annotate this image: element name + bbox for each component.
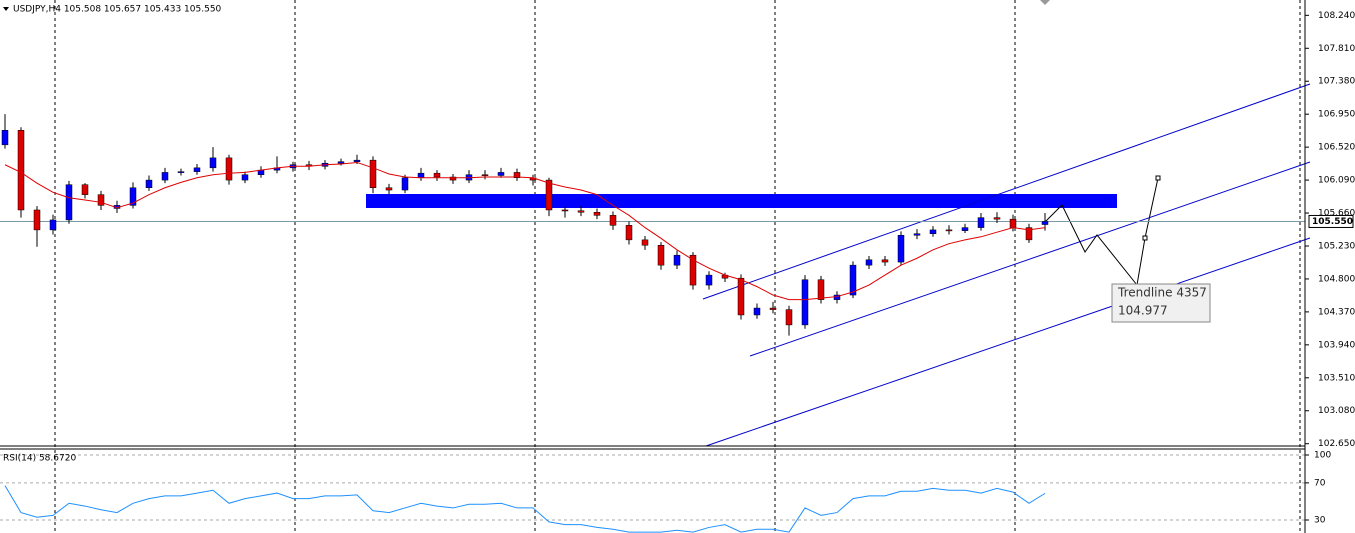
candle-body xyxy=(945,229,953,232)
channel-lower[interactable] xyxy=(705,237,1311,447)
y-tick-label: 102.650 xyxy=(1318,439,1355,449)
candle-body xyxy=(369,159,377,188)
candle-body xyxy=(33,209,41,231)
candle-body xyxy=(385,187,393,191)
candle-body xyxy=(1009,218,1017,228)
rsi-title: RSI(14) 58.6720 xyxy=(3,454,76,464)
tooltip: Trendline 4357 104.977 xyxy=(1111,283,1211,323)
candle-body xyxy=(625,225,633,241)
y-tick-label: 70 xyxy=(1314,478,1326,488)
candle-body xyxy=(417,172,425,179)
candle-body xyxy=(609,215,617,226)
anchor[interactable] xyxy=(1155,175,1161,181)
candle-body xyxy=(881,259,889,263)
candle-body xyxy=(977,217,985,228)
candle-body xyxy=(97,194,105,206)
candle-body xyxy=(929,229,937,234)
shift-marker xyxy=(1040,0,1050,5)
candle-body xyxy=(801,279,809,326)
candle-body xyxy=(1041,221,1049,225)
candle-body xyxy=(337,161,345,164)
candle-body xyxy=(849,264,857,296)
y-tick-label: 108.240 xyxy=(1318,11,1355,21)
candle-body xyxy=(705,274,713,286)
channel-upper[interactable] xyxy=(702,83,1311,300)
anchor[interactable] xyxy=(1142,235,1148,241)
chart-title: USDJPY,H4 105.508 105.657 105.433 105.55… xyxy=(13,5,222,15)
candle-body xyxy=(913,233,921,236)
candle-body xyxy=(401,177,409,191)
candle-body xyxy=(769,307,777,310)
candle-body xyxy=(865,259,873,266)
candle-body xyxy=(817,279,825,300)
candle-body xyxy=(641,239,649,246)
y-tick-label: 103.080 xyxy=(1318,406,1355,416)
tooltip-name: Trendline 4357 xyxy=(1117,286,1207,300)
tooltip-box xyxy=(1111,283,1211,323)
candle-body xyxy=(241,174,249,181)
zone-rectangle[interactable] xyxy=(366,194,1117,208)
y-tick-label: 106.090 xyxy=(1318,176,1355,186)
candle-body xyxy=(961,227,969,231)
candle-body xyxy=(433,172,441,178)
candle-body xyxy=(145,179,153,188)
candle-body xyxy=(209,157,217,169)
candle-body xyxy=(993,217,1001,220)
menu-arrow[interactable] xyxy=(3,7,9,11)
period-separators xyxy=(54,0,1301,533)
candle-body xyxy=(753,307,761,316)
tooltip-value: 104.977 xyxy=(1118,304,1168,318)
candle-body xyxy=(673,254,681,266)
candle-body xyxy=(177,171,185,173)
candle-body xyxy=(737,277,745,316)
y-tick-label: 106.950 xyxy=(1318,110,1355,120)
candle-body xyxy=(577,210,585,213)
candle-body xyxy=(561,209,569,212)
last-price-box xyxy=(1308,214,1354,228)
y-tick-label: 104.800 xyxy=(1318,274,1355,284)
channel-middle[interactable] xyxy=(749,161,1311,357)
candle-body xyxy=(449,176,457,181)
candle-body xyxy=(481,174,489,176)
y-tick-label: 105.660 xyxy=(1318,209,1355,219)
y-tick-label: 107.810 xyxy=(1318,44,1355,54)
candle-body xyxy=(689,254,697,286)
last-price-label: 105.550 xyxy=(1312,217,1353,227)
candle-body xyxy=(161,172,169,181)
y-tick-label: 107.380 xyxy=(1318,77,1355,87)
candle-body xyxy=(497,172,505,176)
candle-body xyxy=(593,212,601,216)
candle-body xyxy=(513,172,521,179)
channel[interactable] xyxy=(702,83,1311,447)
y-tick-label: 103.510 xyxy=(1318,373,1355,383)
candle-body xyxy=(1,130,9,146)
candle-body xyxy=(897,235,905,263)
y-tick-label: 30 xyxy=(1314,516,1326,526)
moving-average xyxy=(4,161,1046,301)
candle-body xyxy=(49,219,57,231)
y-tick-label: 100 xyxy=(1314,451,1331,461)
candle-body xyxy=(545,179,553,211)
candle-body xyxy=(1025,227,1033,241)
candle-body xyxy=(129,187,137,206)
y-tick-label: 106.520 xyxy=(1318,143,1355,153)
rsi-line xyxy=(4,485,1046,533)
y-tick-label: 103.940 xyxy=(1318,340,1355,350)
candle-body xyxy=(193,167,201,172)
candle-body xyxy=(17,130,25,211)
candle-body xyxy=(225,157,233,181)
candle-body xyxy=(65,184,73,221)
y-tick-label: 104.370 xyxy=(1318,307,1355,317)
candle-body xyxy=(81,184,89,195)
candle-body xyxy=(353,159,361,162)
candle-body xyxy=(785,309,793,326)
plot: 108.240 107.810 107.380 106.950 106.520 106.0… xyxy=(0,11,1355,533)
y-tick-label: 105.230 xyxy=(1318,241,1355,251)
candle-body xyxy=(657,244,665,266)
